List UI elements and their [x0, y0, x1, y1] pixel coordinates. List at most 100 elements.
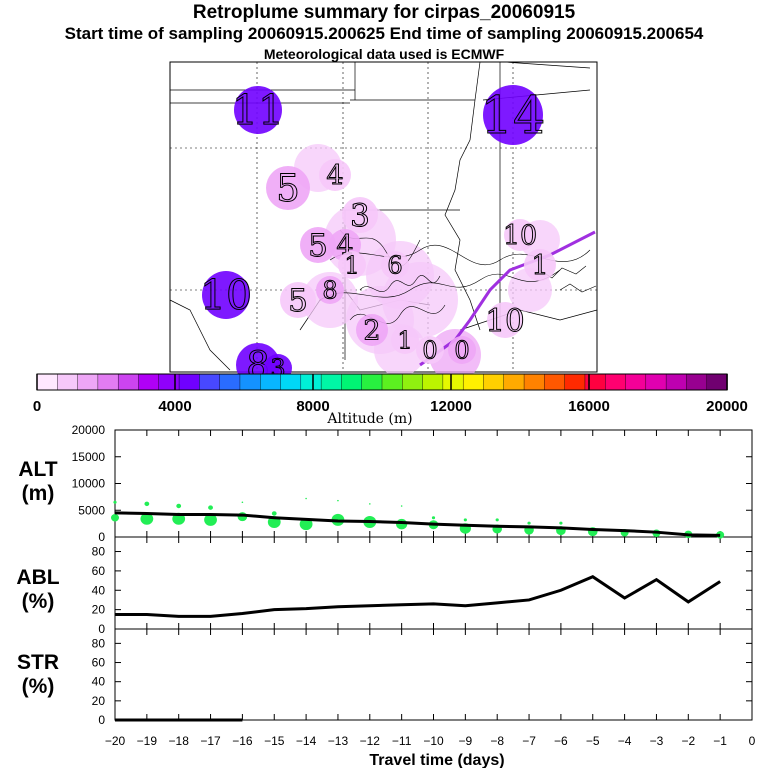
- colorbar-cell: [503, 373, 525, 391]
- colorbar-cell: [320, 373, 343, 391]
- alt-label-text: ALT (m): [18, 458, 58, 505]
- map-marker-circle: [338, 251, 366, 279]
- map-marker-label: 10: [200, 271, 252, 319]
- alt-scatter-point: [176, 503, 182, 509]
- abl-ytick-label: 60: [92, 564, 106, 578]
- alt-scatter-point: [400, 505, 403, 507]
- map-marker: 8: [316, 276, 344, 305]
- map-marker: 1: [524, 249, 556, 282]
- map-marker-circle: [356, 314, 388, 346]
- map-marker-circle: [391, 326, 419, 354]
- alt-scatter-point: [559, 521, 563, 525]
- map-marker-circle: [504, 219, 536, 251]
- map-marker-circle: [342, 197, 378, 233]
- colorbar-tick-label: 16000: [568, 398, 610, 415]
- map-marker: 1: [338, 251, 366, 280]
- map-marker-label: 1: [531, 251, 548, 282]
- map-marker-label: 10: [485, 303, 524, 339]
- map-marker: 3: [342, 197, 378, 234]
- alt-scatter-point: [527, 521, 531, 525]
- map-marker-circle: [483, 85, 543, 145]
- colorbar-cell: [361, 373, 383, 391]
- map-marker-circle: [316, 276, 344, 304]
- map-marker-circle: [381, 251, 409, 279]
- alt-ytick-label: 15000: [72, 450, 106, 464]
- alt-scatter-point: [305, 497, 307, 500]
- colorbar-cell: [523, 373, 546, 391]
- x-tick-label: −20: [105, 734, 126, 748]
- map-marker: 5: [266, 166, 310, 211]
- alt-ytick-label: 10000: [72, 477, 106, 491]
- colorbar-cell: [138, 373, 160, 391]
- map-marker-circle: [448, 336, 476, 364]
- map-marker-circle: [416, 336, 444, 364]
- map-marker-circle: [266, 166, 310, 210]
- str-ytick-label: 0: [98, 713, 105, 727]
- alt-scatter-point: [299, 518, 313, 531]
- map-marker-label: 6: [387, 251, 402, 279]
- colorbar-cell: [77, 373, 99, 391]
- abl-label: ABL (%): [8, 566, 68, 614]
- map-marker-label: 11: [232, 86, 284, 134]
- map-marker: 5: [300, 227, 336, 264]
- x-tick-label: −11: [392, 734, 412, 748]
- map-marker-circle: [234, 86, 282, 134]
- abl-ytick-label: 80: [92, 545, 106, 559]
- colorbar-cell: [260, 373, 282, 391]
- abl-ytick-label: 20: [92, 603, 106, 617]
- abl-label-text: ABL (%): [16, 566, 60, 613]
- alt-scatter: [111, 497, 725, 539]
- alt-scatter-point: [144, 501, 150, 507]
- colorbar-cell: [381, 373, 403, 391]
- alt-scatter-point: [337, 499, 339, 502]
- plume-cloud: [382, 262, 458, 338]
- map-marker-label: 14: [481, 87, 546, 146]
- alt-scatter-point: [111, 513, 119, 522]
- map-marker-label: 3: [350, 198, 370, 234]
- str-panel-frame: [114, 628, 753, 721]
- map-marker: 10: [502, 219, 538, 252]
- colorbar-cell: [665, 373, 688, 391]
- map-marker: 0: [448, 336, 476, 365]
- str-label: STR (%): [8, 651, 68, 699]
- abl-ytick-label: 40: [92, 583, 106, 597]
- alt-scatter-point: [271, 511, 277, 516]
- alt-yaxis: 20000 15000 10000 5000 0: [72, 423, 752, 544]
- alt-scatter-point: [204, 513, 217, 526]
- map-marker-label: 1: [397, 326, 412, 354]
- x-tick-label: 0: [749, 734, 756, 748]
- map-marker-label: 8: [322, 276, 337, 304]
- map-marker-circle: [202, 271, 250, 319]
- map-marker-label: 0: [454, 336, 469, 364]
- x-tick-label: −12: [360, 734, 381, 748]
- colorbar-tick-label: 8000: [296, 398, 329, 415]
- map-marker: 10: [485, 302, 525, 339]
- x-tick-label: −13: [328, 734, 349, 748]
- x-tick-label: −14: [296, 734, 317, 748]
- map-marker-circle: [524, 249, 556, 281]
- colorbar-cell: [625, 373, 647, 391]
- colorbar-cell: [300, 373, 322, 391]
- alt-series-line: [114, 511, 721, 537]
- alt-scatter-point: [241, 501, 244, 503]
- alt-ytick-label: 20000: [72, 423, 106, 437]
- alt-scatter-point: [495, 518, 499, 522]
- alt-scatter-point: [140, 512, 154, 525]
- x-tick-label: −2: [681, 734, 695, 748]
- map-marker: 10: [199, 271, 252, 320]
- x-axis-title: Travel time (days): [369, 752, 504, 768]
- colorbar-cell: [199, 373, 221, 391]
- map-marker-label: 5: [308, 228, 328, 264]
- map-marker-label: 4: [326, 161, 343, 192]
- x-axis: −20 −19 −18 −17 −16 −15 −14 −13 −12 −11 −10 −9 −8 −7−…: [105, 430, 756, 748]
- colorbar-title: Altitude (m): [326, 411, 412, 427]
- colorbar: 0 4000 8000 12000 16000 20000 Altitude (m): [33, 373, 748, 427]
- x-tick-label: −10: [423, 734, 444, 748]
- colorbar-cell: [219, 373, 241, 391]
- map-marker-label: 10: [503, 221, 537, 252]
- colorbar-cell: [564, 373, 586, 391]
- colorbar-cell: [483, 373, 505, 391]
